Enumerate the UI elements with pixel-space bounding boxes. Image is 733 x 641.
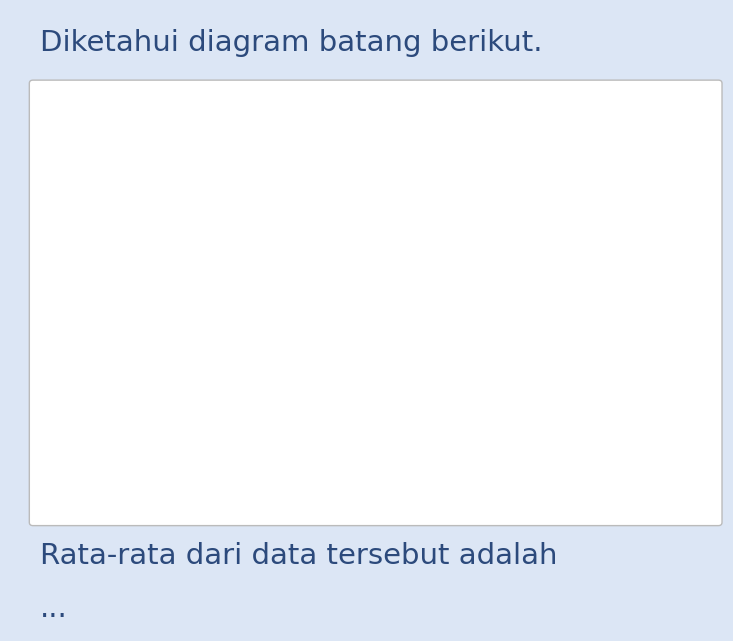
Bar [243, 289, 303, 469]
Text: Diketahui diagram batang berikut.: Diketahui diagram batang berikut. [40, 29, 543, 57]
Polygon shape [647, 137, 659, 469]
Bar [473, 289, 533, 469]
Polygon shape [588, 137, 659, 145]
Polygon shape [188, 209, 200, 469]
Polygon shape [243, 281, 314, 289]
Text: ...: ... [40, 595, 68, 623]
Polygon shape [418, 245, 430, 469]
Bar [128, 217, 188, 469]
Text: Rata-rata dari data tersebut adalah: Rata-rata dari data tersebut adalah [40, 542, 558, 570]
X-axis label: Nilai: Nilai [383, 500, 416, 515]
Polygon shape [533, 281, 544, 469]
Bar [588, 145, 647, 469]
Polygon shape [123, 469, 671, 474]
Bar [358, 253, 418, 469]
Polygon shape [473, 281, 544, 289]
Polygon shape [303, 281, 314, 469]
Y-axis label: Frekuensi: Frekuensi [51, 255, 66, 328]
Text: Data: Data [95, 87, 139, 104]
Polygon shape [128, 209, 200, 217]
Polygon shape [358, 245, 430, 253]
